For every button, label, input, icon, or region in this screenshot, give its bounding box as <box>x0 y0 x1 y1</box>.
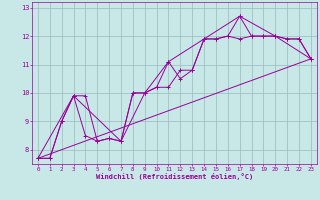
X-axis label: Windchill (Refroidissement éolien,°C): Windchill (Refroidissement éolien,°C) <box>96 173 253 180</box>
